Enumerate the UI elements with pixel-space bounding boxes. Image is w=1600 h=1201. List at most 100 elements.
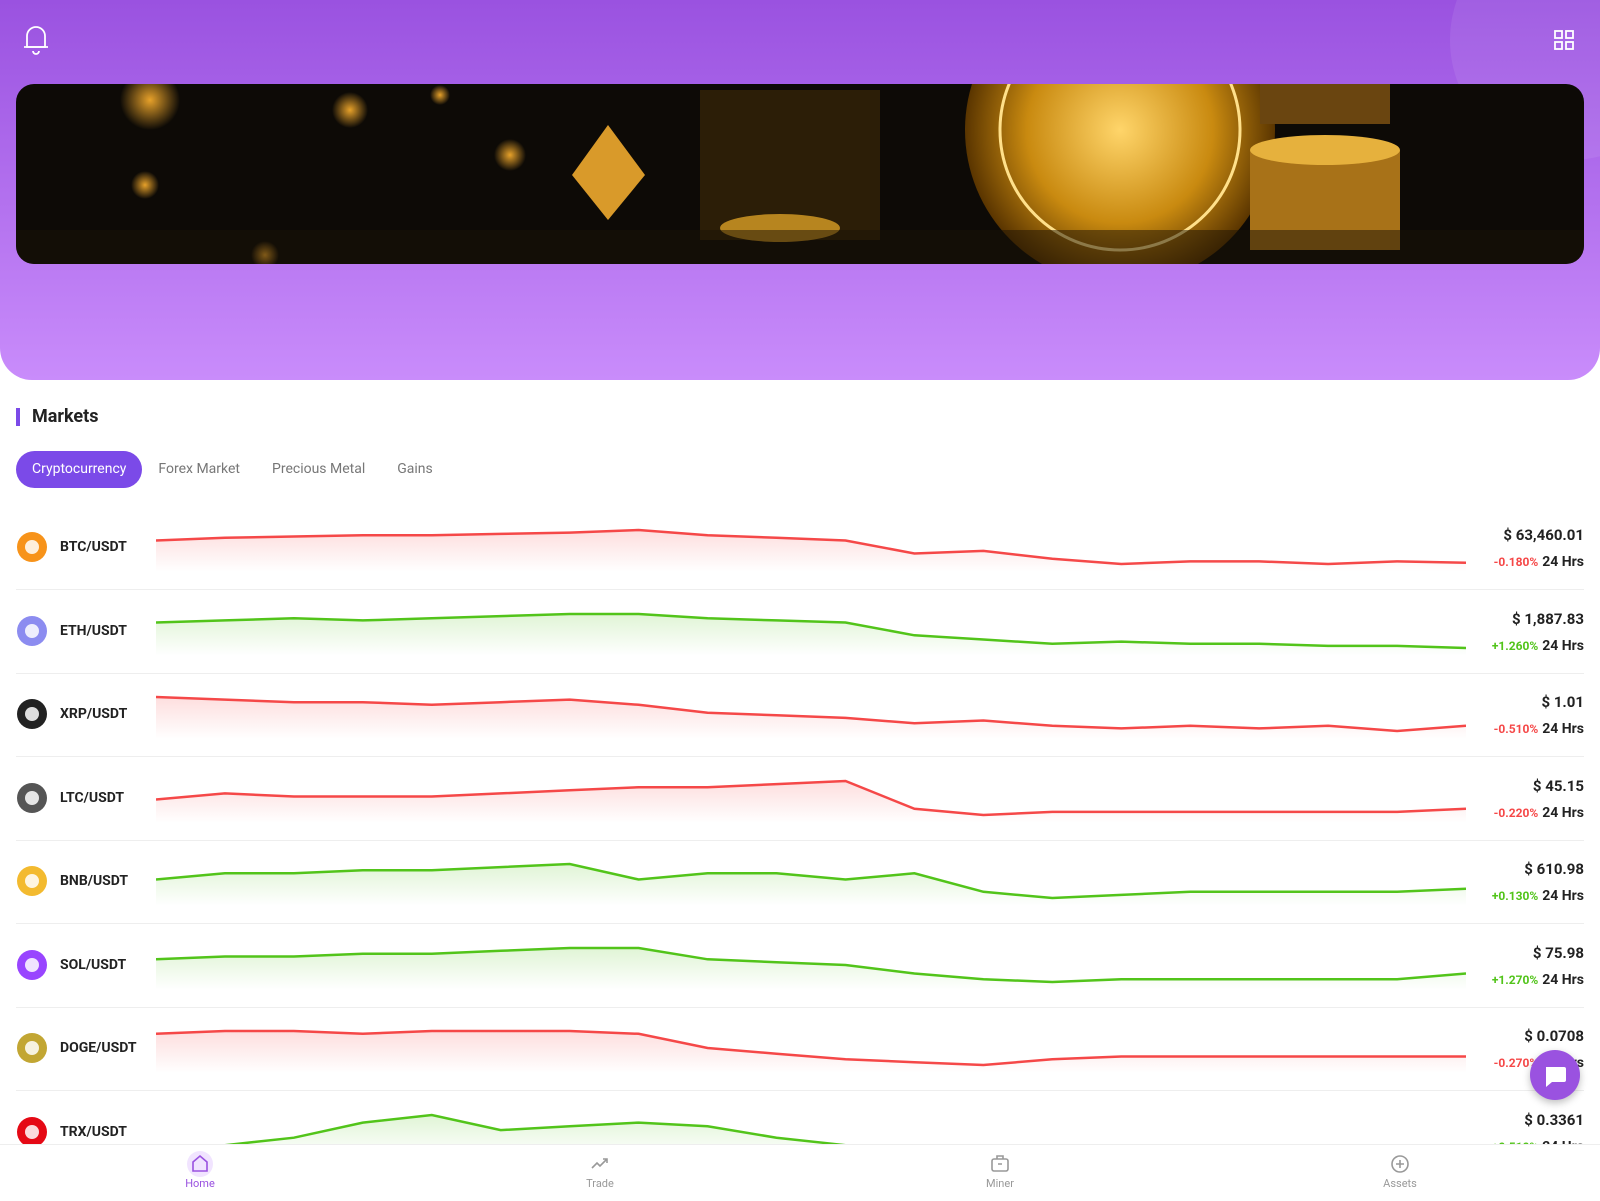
symbol: BNB/USDT — [60, 873, 129, 889]
coin-icon — [17, 1033, 47, 1063]
period: 24 Hrs — [1542, 1139, 1584, 1145]
sparkline — [156, 862, 1466, 906]
change: +1.260% — [1491, 638, 1539, 653]
market-list: BTC/USDT $ 63,460.01 -0.180% 24 Hrs ETH/USDT… — [0, 506, 1600, 1144]
price: $ 610.98 — [1524, 860, 1584, 878]
bottom-nav: Home Trade Miner Assets — [0, 1144, 1600, 1201]
change-line: -0.510% 24 Hrs — [1494, 721, 1584, 737]
symbol: DOGE/USDT — [60, 1040, 137, 1056]
nav-item[interactable]: Miner — [800, 1145, 1200, 1201]
nav-label: Assets — [1383, 1177, 1417, 1190]
change: -0.220% — [1493, 805, 1539, 820]
tab[interactable]: Gains — [397, 461, 433, 477]
price: $ 1.01 — [1541, 693, 1584, 711]
sparkline — [156, 779, 1466, 823]
sparkline — [156, 695, 1466, 739]
symbol: BTC/USDT — [60, 539, 127, 555]
nav-item[interactable]: Home — [0, 1145, 400, 1201]
market-row[interactable]: XRP/USDT $ 1.01 -0.510% 24 Hrs — [16, 673, 1584, 757]
symbol: TRX/USDT — [60, 1123, 127, 1140]
period: 24 Hrs — [1542, 971, 1584, 988]
market-row[interactable]: BTC/USDT $ 63,460.01 -0.180% 24 Hrs — [16, 506, 1584, 590]
tab[interactable]: Precious Metal — [272, 461, 366, 477]
coin-inner — [25, 874, 39, 888]
change: +1.270% — [1491, 972, 1539, 987]
tab[interactable]: Cryptocurrency — [16, 451, 143, 488]
coin-icon — [17, 949, 47, 980]
sparkline-area — [156, 780, 1466, 823]
bell-icon[interactable] — [24, 26, 48, 55]
section-title: Markets — [16, 408, 98, 426]
change: +0.510% — [1492, 1140, 1538, 1145]
price: $ 63,460.01 — [1503, 526, 1584, 544]
sparkline — [156, 528, 1466, 572]
sparkline — [156, 612, 1466, 656]
market-row[interactable]: LTC/USDT $ 45.15 -0.220% 24 Hrs — [16, 757, 1584, 841]
sparkline-line — [156, 1029, 1466, 1067]
price: $ 0.3361 — [1524, 1110, 1584, 1129]
symbol: LTC/USDT — [60, 789, 125, 806]
sparkline — [156, 946, 1466, 990]
sparkline-line — [156, 862, 1466, 900]
nav-label: Trade — [586, 1177, 614, 1190]
sparkline-area — [156, 530, 1466, 572]
coin-icon — [17, 782, 47, 813]
sparkline-line — [156, 779, 1466, 816]
coin-inner — [25, 623, 39, 638]
sparkline — [156, 1029, 1466, 1073]
change-line: +1.260% 24 Hrs — [1492, 638, 1584, 654]
market-row[interactable]: ETH/USDT $ 1,887.83 +1.260% 24 Hrs — [16, 590, 1584, 674]
market-row[interactable]: BNB/USDT $ 610.98 +0.130% 24 Hrs — [16, 840, 1584, 924]
change: -0.510% — [1493, 722, 1539, 736]
period: 24 Hrs — [1542, 554, 1584, 570]
symbol: XRP/USDT — [60, 706, 128, 722]
price: $ 45.15 — [1532, 776, 1584, 795]
sparkline-area — [231, 1114, 840, 1144]
sparkline-line — [156, 946, 1466, 983]
tab[interactable]: Forex Market — [158, 461, 240, 477]
coin-inner — [25, 790, 39, 805]
sparkline-line — [156, 1113, 856, 1144]
market-row[interactable]: DOGE/USDT$ 0.0708-0.270%24 Hrs — [16, 1007, 1584, 1091]
nav-label: Home — [185, 1177, 215, 1190]
nav-label: Miner — [986, 1177, 1014, 1190]
header-art — [16, 0, 1600, 285]
change: -0.180% — [1493, 555, 1539, 569]
coin-inner — [25, 1124, 39, 1139]
change-line: -0.180% 24 Hrs — [1494, 554, 1584, 570]
coin-inner — [25, 540, 39, 554]
chat-button[interactable] — [1530, 1050, 1580, 1100]
change: +0.130% — [1491, 889, 1539, 903]
nav-icon — [991, 1155, 1009, 1172]
price: $ 75.98 — [1532, 943, 1584, 962]
coin-icon — [17, 1116, 47, 1144]
period: 24 Hrs — [1542, 637, 1584, 654]
change-line: +0.130% 24 Hrs — [1492, 888, 1584, 904]
banner[interactable] — [16, 0, 1584, 285]
sparkline-line — [156, 695, 1466, 733]
nav-item[interactable]: Assets — [1200, 1145, 1600, 1201]
sparkline-area — [156, 613, 1466, 656]
nav-icon — [591, 1158, 608, 1169]
market-row[interactable]: SOL/USDT $ 75.98 +1.270% 24 Hrs — [16, 924, 1584, 1008]
coin-inner — [25, 707, 39, 721]
coin-icon — [17, 866, 47, 896]
sparkline-area — [156, 864, 1466, 906]
nav-icon — [187, 1151, 213, 1177]
sparkline-line — [156, 612, 1466, 649]
nav-item[interactable]: Trade — [400, 1145, 800, 1201]
nav-icon — [1391, 1155, 1409, 1173]
market-row[interactable]: TRX/USDT $ 0.3361 +0.510% 24 Hrs — [16, 1091, 1584, 1145]
sparkline-area — [156, 1031, 1466, 1073]
coin-icon — [17, 532, 47, 562]
change-line: +1.270% 24 Hrs — [1492, 972, 1584, 988]
change-line: +0.510% 24 Hrs — [1492, 1139, 1584, 1145]
sparkline — [156, 1113, 856, 1144]
price: $ 1,887.83 — [1511, 609, 1584, 628]
tabs: Cryptocurrency Forex Market Precious Metal… — [16, 451, 449, 488]
coin-icon — [17, 699, 47, 729]
header — [0, 0, 1600, 380]
coin-inner — [25, 1041, 39, 1055]
menu-icon[interactable] — [1554, 30, 1574, 50]
